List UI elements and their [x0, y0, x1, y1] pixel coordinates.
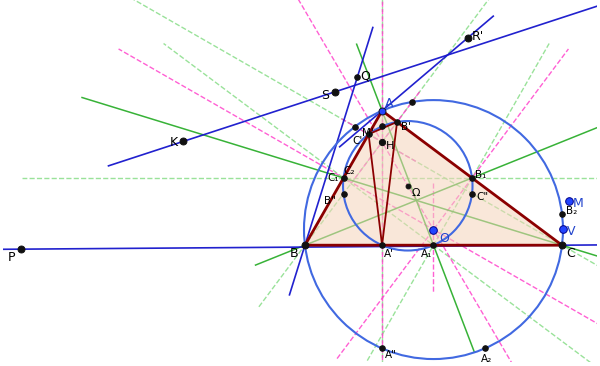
Text: A': A' — [384, 249, 394, 259]
Text: B': B' — [401, 122, 411, 132]
Text: Ω: Ω — [412, 188, 420, 198]
Text: C₂: C₂ — [344, 166, 355, 176]
Text: O: O — [439, 232, 449, 244]
Text: P: P — [7, 251, 15, 264]
Text: R': R' — [472, 30, 484, 43]
Text: A: A — [385, 97, 394, 110]
Text: M': M' — [362, 128, 374, 138]
Text: B: B — [290, 247, 299, 260]
Text: B₂: B₂ — [566, 206, 577, 216]
Text: C₁: C₁ — [328, 173, 340, 183]
Text: A₂: A₂ — [481, 354, 492, 364]
Text: V: V — [567, 225, 575, 238]
Text: B₁: B₁ — [475, 170, 487, 180]
Text: A₁: A₁ — [421, 249, 432, 259]
Text: C': C' — [353, 136, 363, 146]
Text: A": A" — [385, 350, 397, 361]
Polygon shape — [305, 111, 562, 245]
Text: K: K — [169, 137, 178, 149]
Text: H: H — [386, 141, 394, 151]
Text: M: M — [573, 197, 584, 210]
Text: S: S — [321, 89, 329, 102]
Text: C: C — [566, 247, 575, 260]
Text: B": B" — [324, 195, 335, 206]
Text: Q: Q — [361, 69, 370, 82]
Text: C": C" — [476, 192, 488, 202]
